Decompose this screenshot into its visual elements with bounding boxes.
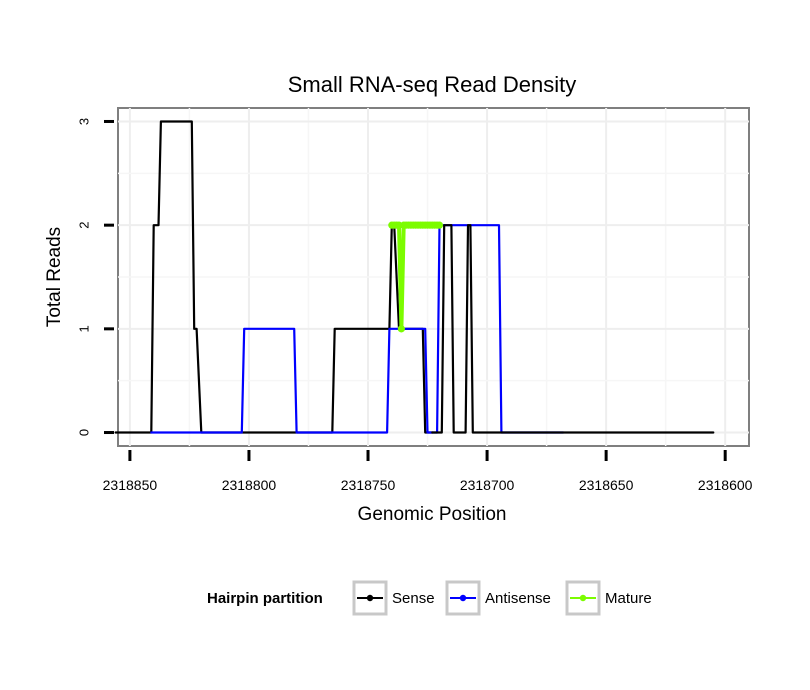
series-group bbox=[114, 120, 715, 434]
x-tick-label: 2318800 bbox=[222, 477, 277, 493]
y-tick-label: 2 bbox=[77, 222, 92, 229]
y-tick-label: 0 bbox=[77, 429, 92, 436]
y-tick-label: 1 bbox=[77, 325, 92, 332]
legend-title: Hairpin partition bbox=[207, 590, 323, 607]
legend-label-sense: Sense bbox=[392, 590, 435, 607]
chart-title: Small RNA-seq Read Density bbox=[288, 72, 577, 97]
x-tick-label: 2318600 bbox=[698, 477, 753, 493]
x-axis-label: Genomic Position bbox=[358, 504, 507, 525]
x-tick-label: 2318850 bbox=[103, 477, 158, 493]
legend: Hairpin partition Sense Antisense Mature bbox=[207, 580, 652, 616]
y-axis-label: Total Reads bbox=[44, 227, 65, 327]
mature-point bbox=[435, 221, 444, 229]
y-tick-label: 3 bbox=[77, 118, 92, 125]
series-line-sense bbox=[431, 224, 715, 434]
y-axis: 0 1 2 3 bbox=[77, 118, 114, 436]
x-tick-label: 2318700 bbox=[460, 477, 515, 493]
x-tick-label: 2318650 bbox=[579, 477, 634, 493]
mature-point bbox=[397, 325, 405, 333]
legend-key-point bbox=[366, 594, 374, 602]
legend-key-point bbox=[579, 594, 587, 602]
x-axis: 2318850 2318800 2318750 2318700 2318650 23186… bbox=[103, 450, 753, 493]
x-tick-label: 2318750 bbox=[341, 477, 396, 493]
legend-label-mature: Mature bbox=[605, 590, 652, 607]
legend-label-antisense: Antisense bbox=[485, 590, 551, 607]
legend-key-point bbox=[459, 594, 467, 602]
